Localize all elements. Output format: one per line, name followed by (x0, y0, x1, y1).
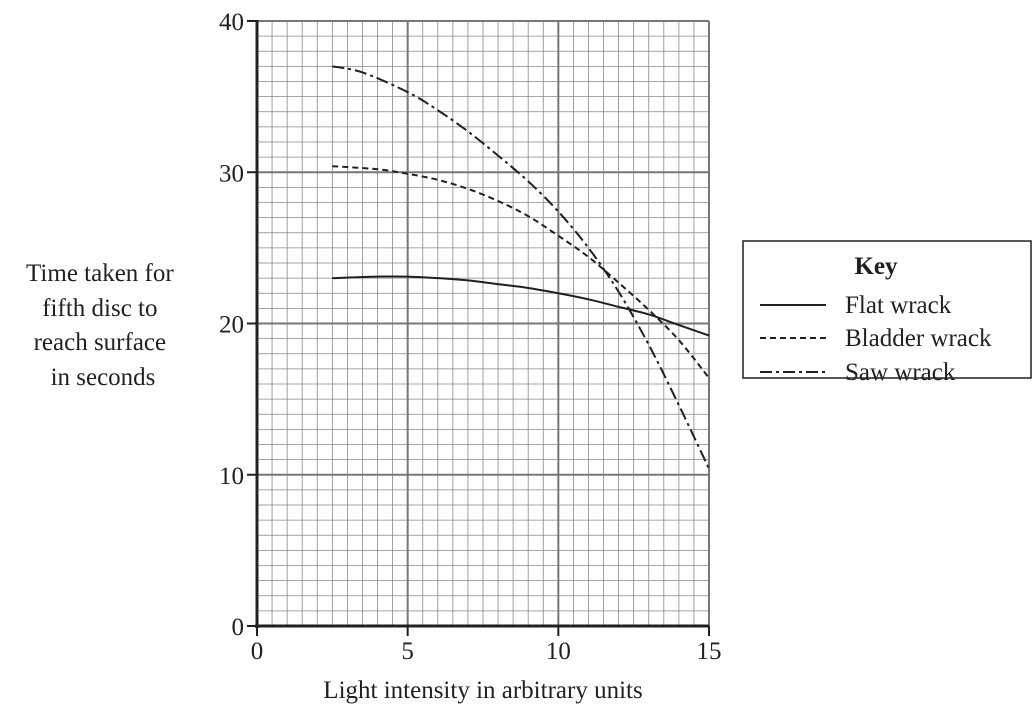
legend-label-bladder-wrack: Bladder wrack (845, 325, 992, 352)
x-tick-label: 10 (546, 638, 571, 665)
y-tick-label: 0 (232, 614, 245, 641)
x-axis-label: Light intensity in arbitrary units (323, 677, 642, 704)
series-line-saw-wrack (332, 65, 710, 470)
y-axis-label-line-1: Time taken for (26, 260, 174, 287)
y-axis-ticks: 0 10 20 30 40 (219, 9, 257, 641)
series-line-flat-wrack (332, 275, 710, 337)
x-tick-label: 0 (251, 638, 264, 665)
y-tick-label: 10 (219, 463, 244, 490)
grid-major (257, 20, 710, 626)
y-axis-label-line-3: reach surface (34, 329, 167, 356)
y-axis-label-line-4: in seconds (51, 364, 156, 391)
y-axis-label-line-2: fifth disc to (42, 295, 157, 322)
x-tick-label: 5 (401, 638, 414, 665)
legend-label-saw-wrack: Saw wrack (845, 359, 956, 386)
y-tick-label: 30 (219, 160, 244, 187)
series-lines (332, 65, 710, 470)
y-tick-label: 40 (219, 9, 244, 36)
x-axis-ticks: 0 5 10 15 (251, 626, 722, 665)
legend-box (742, 240, 1032, 379)
x-tick-label: 15 (697, 638, 722, 665)
legend: Key Flat wrack Bladder wrack Saw wrack (742, 240, 1032, 386)
y-axis-label: Time taken for fifth disc to reach surfa… (26, 260, 180, 391)
legend-label-flat-wrack: Flat wrack (845, 292, 952, 319)
legend-title: Key (854, 253, 898, 280)
series-line-bladder-wrack (332, 165, 710, 379)
y-tick-label: 20 (219, 312, 244, 339)
